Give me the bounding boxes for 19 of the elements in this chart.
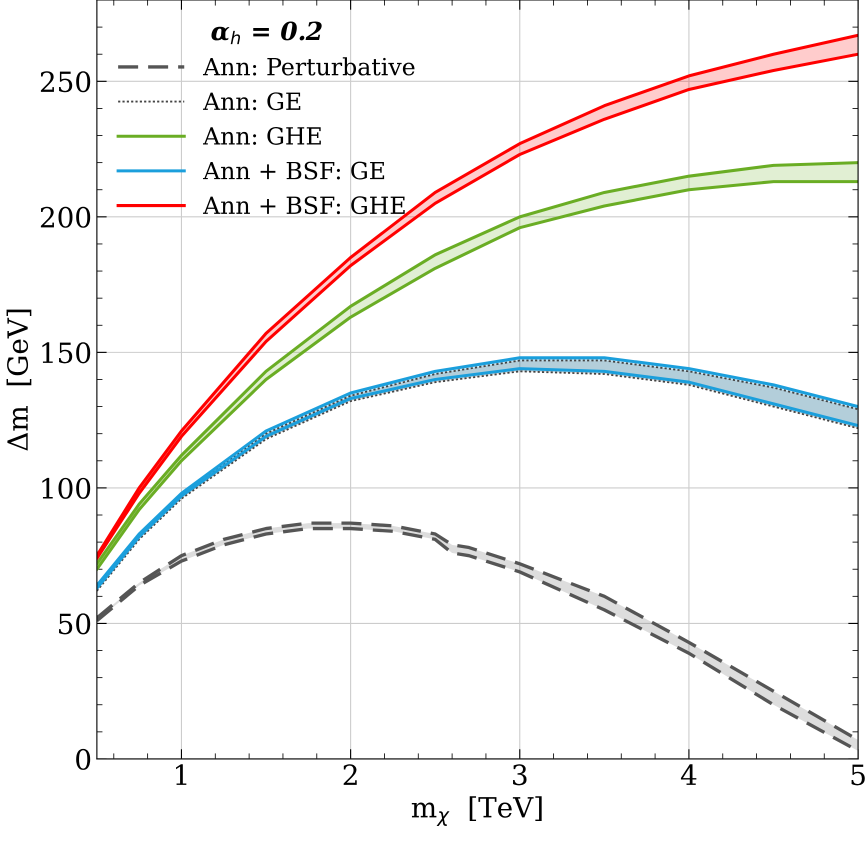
legend-label: Ann: GE — [202, 92, 300, 110]
legend-label: Ann + BSF: GHE — [202, 196, 405, 214]
y-axis-title: Δm [GeV] — [6, 310, 32, 451]
y-tick-label: 150 — [42, 342, 90, 364]
legend-label: Ann: Perturbative — [202, 57, 414, 76]
y-tick-label: 50 — [59, 613, 90, 634]
x-axis-title: m$_{χ}$ [TeV] — [412, 796, 542, 826]
legend-label: Ann: GHE — [202, 126, 321, 145]
x-tick-label: 2 — [344, 764, 357, 785]
y-tick-label: 0 — [76, 748, 90, 770]
x-tick-label: 4 — [680, 764, 696, 785]
legend-title: α$_{h}$ = 0.2 — [211, 21, 322, 44]
x-tick-label: 5 — [852, 764, 865, 786]
y-tick-label: 250 — [40, 71, 90, 92]
y-tick-label: 100 — [42, 478, 90, 499]
legend-label: Ann + BSF: GE — [202, 162, 384, 180]
x-tick-label: 3 — [513, 764, 527, 786]
x-tick-label: 1 — [176, 764, 186, 785]
y-tick-label: 200 — [40, 206, 90, 228]
